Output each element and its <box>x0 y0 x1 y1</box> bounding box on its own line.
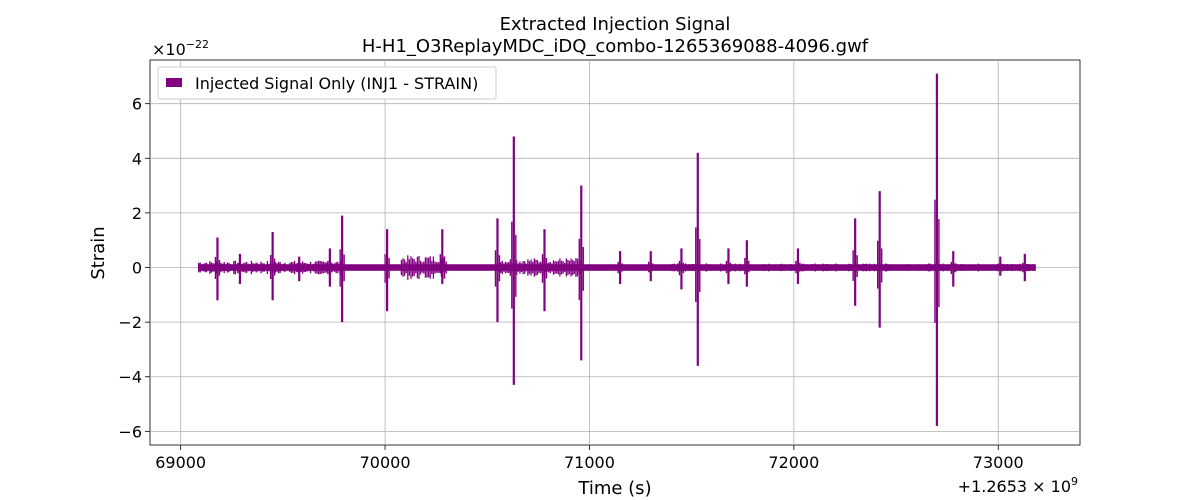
x-tick-label: 72000 <box>768 453 819 472</box>
y-tick-label: −4 <box>118 368 142 387</box>
x-ticks: 69000 70000 71000 72000 73000 <box>155 445 1024 472</box>
noise-band <box>197 260 344 275</box>
series-baseline <box>198 264 1036 271</box>
y-tick-label: −6 <box>118 422 142 441</box>
noise-band <box>670 263 1036 272</box>
y-axis-label: Strain <box>88 226 109 279</box>
chart-subtitle: H-H1_O3ReplayMDC_iDQ_combo-1265369088-40… <box>362 36 869 57</box>
plot-area <box>149 59 1081 446</box>
y-scale-label: ×10−22 <box>152 38 209 59</box>
y-ticks: −6 −4 −2 0 2 4 6 <box>118 95 150 441</box>
svg-text:+1.2653 × 109: +1.2653 × 109 <box>958 475 1078 496</box>
chart-title: Extracted Injection Signal <box>500 14 731 35</box>
x-tick-label: 73000 <box>973 453 1024 472</box>
x-tick-label: 71000 <box>564 453 615 472</box>
series-line <box>197 73 1036 426</box>
legend-box <box>157 66 497 100</box>
series-layer <box>197 73 1036 426</box>
svg-text:×10−22: ×10−22 <box>152 38 209 59</box>
legend-entry: Injected Signal Only (INJ1 - STRAIN) <box>195 74 478 93</box>
y-tick-label: 0 <box>132 259 142 278</box>
x-tick-label: 70000 <box>360 453 411 472</box>
y-tick-label: 6 <box>132 95 142 114</box>
x-offset-label: +1.2653 × 109 <box>958 475 1078 496</box>
x-tick-label: 69000 <box>155 453 206 472</box>
y-tick-label: 4 <box>132 149 142 168</box>
legend-swatch <box>166 78 182 87</box>
y-tick-label: 2 <box>132 204 142 223</box>
legend: Injected Signal Only (INJ1 - STRAIN) <box>157 66 497 100</box>
y-tick-label: −2 <box>118 313 142 332</box>
x-axis-label: Time (s) <box>577 478 651 499</box>
